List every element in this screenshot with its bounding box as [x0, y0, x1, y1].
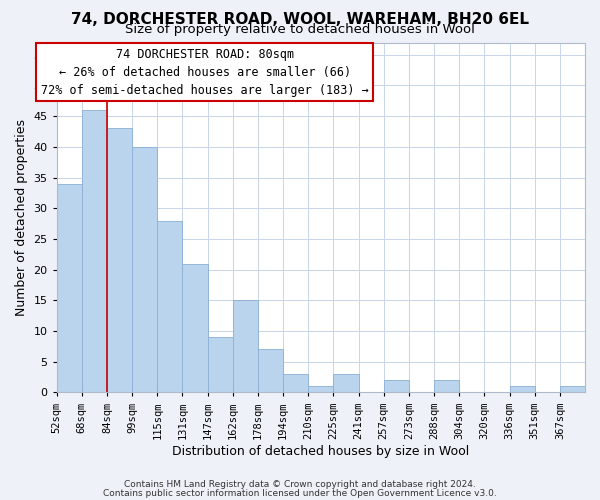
Bar [157, 220, 182, 392]
X-axis label: Distribution of detached houses by size in Wool: Distribution of detached houses by size … [172, 444, 469, 458]
Bar [308, 386, 334, 392]
Bar [208, 337, 233, 392]
Text: Size of property relative to detached houses in Wool: Size of property relative to detached ho… [125, 22, 475, 36]
Bar [283, 374, 308, 392]
Bar [384, 380, 409, 392]
Y-axis label: Number of detached properties: Number of detached properties [15, 119, 28, 316]
Bar [107, 128, 132, 392]
Text: Contains HM Land Registry data © Crown copyright and database right 2024.: Contains HM Land Registry data © Crown c… [124, 480, 476, 489]
Bar [434, 380, 459, 392]
Bar [258, 350, 283, 393]
Text: Contains public sector information licensed under the Open Government Licence v3: Contains public sector information licen… [103, 488, 497, 498]
Text: 74, DORCHESTER ROAD, WOOL, WAREHAM, BH20 6EL: 74, DORCHESTER ROAD, WOOL, WAREHAM, BH20… [71, 12, 529, 28]
Bar [334, 374, 359, 392]
Bar [82, 110, 107, 393]
Text: 74 DORCHESTER ROAD: 80sqm
← 26% of detached houses are smaller (66)
72% of semi-: 74 DORCHESTER ROAD: 80sqm ← 26% of detac… [41, 48, 368, 96]
Bar [509, 386, 535, 392]
Bar [560, 386, 585, 392]
Bar [132, 147, 157, 392]
Bar [233, 300, 258, 392]
Bar [182, 264, 208, 392]
Bar [57, 184, 82, 392]
